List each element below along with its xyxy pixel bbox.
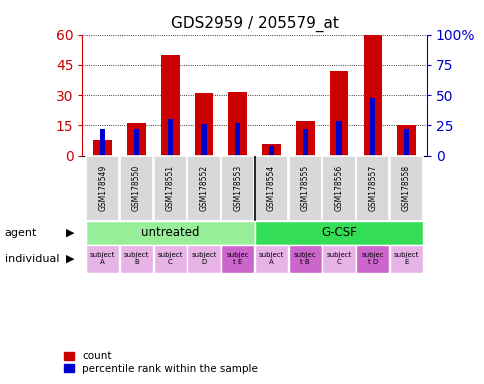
Bar (262, 144, 280, 156)
Bar (322, 156, 355, 221)
Text: subject
E: subject E (393, 252, 418, 265)
Bar (403, 129, 408, 156)
Bar (187, 245, 220, 273)
Text: GSM178557: GSM178557 (367, 165, 377, 211)
Bar (369, 98, 375, 156)
Text: GSM178553: GSM178553 (233, 165, 242, 211)
Text: GSM178549: GSM178549 (98, 165, 107, 211)
Bar (93, 140, 112, 156)
Bar (127, 123, 146, 156)
Text: subject
D: subject D (191, 252, 216, 265)
Bar (329, 71, 348, 156)
Bar (153, 156, 186, 221)
Text: GSM178556: GSM178556 (334, 165, 343, 211)
Bar (134, 129, 139, 156)
Bar (201, 124, 206, 156)
Bar (167, 119, 172, 156)
Bar (389, 245, 423, 273)
Bar (120, 245, 153, 273)
Text: GSM178554: GSM178554 (267, 165, 275, 211)
Bar (194, 93, 213, 156)
Text: GSM178552: GSM178552 (199, 165, 208, 211)
Text: untreated: untreated (141, 226, 199, 239)
Bar (288, 156, 321, 221)
Title: GDS2959 / 205579_at: GDS2959 / 205579_at (170, 16, 338, 32)
Text: subject
C: subject C (157, 252, 182, 265)
Text: subject
A: subject A (90, 252, 115, 265)
Bar (254, 221, 423, 245)
Text: subjec
t E: subjec t E (226, 252, 249, 265)
Bar (396, 126, 415, 156)
Bar (254, 245, 287, 273)
Bar (86, 156, 119, 221)
Text: GSM178558: GSM178558 (401, 165, 410, 211)
Bar (363, 35, 381, 156)
Bar (86, 245, 119, 273)
Text: subjec
t D: subjec t D (361, 252, 383, 265)
Bar (355, 156, 389, 221)
Text: agent: agent (5, 228, 37, 238)
Bar (161, 55, 179, 156)
Bar (355, 245, 389, 273)
Bar (254, 156, 287, 221)
Text: G-CSF: G-CSF (320, 226, 356, 239)
Bar (288, 245, 321, 273)
Bar (336, 121, 341, 156)
Text: GSM178555: GSM178555 (300, 165, 309, 211)
Text: subject
B: subject B (123, 252, 149, 265)
Bar (389, 156, 423, 221)
Text: ▶: ▶ (66, 253, 75, 263)
Text: subjec
t B: subjec t B (293, 252, 316, 265)
Text: GSM178550: GSM178550 (132, 165, 141, 211)
Bar (153, 245, 186, 273)
Bar (221, 156, 254, 221)
Bar (120, 156, 153, 221)
Bar (228, 92, 246, 156)
Text: subject
A: subject A (258, 252, 284, 265)
Text: subject
C: subject C (326, 252, 351, 265)
Bar (302, 129, 307, 156)
Text: GSM178551: GSM178551 (166, 165, 174, 211)
Bar (187, 156, 220, 221)
Bar (269, 146, 273, 156)
Bar (322, 245, 355, 273)
Text: individual: individual (5, 253, 59, 263)
Bar (86, 221, 254, 245)
Bar (295, 121, 314, 156)
Bar (221, 245, 254, 273)
Text: ▶: ▶ (66, 228, 75, 238)
Bar (235, 123, 240, 156)
Legend: count, percentile rank within the sample: count, percentile rank within the sample (63, 350, 258, 375)
Bar (100, 129, 105, 156)
